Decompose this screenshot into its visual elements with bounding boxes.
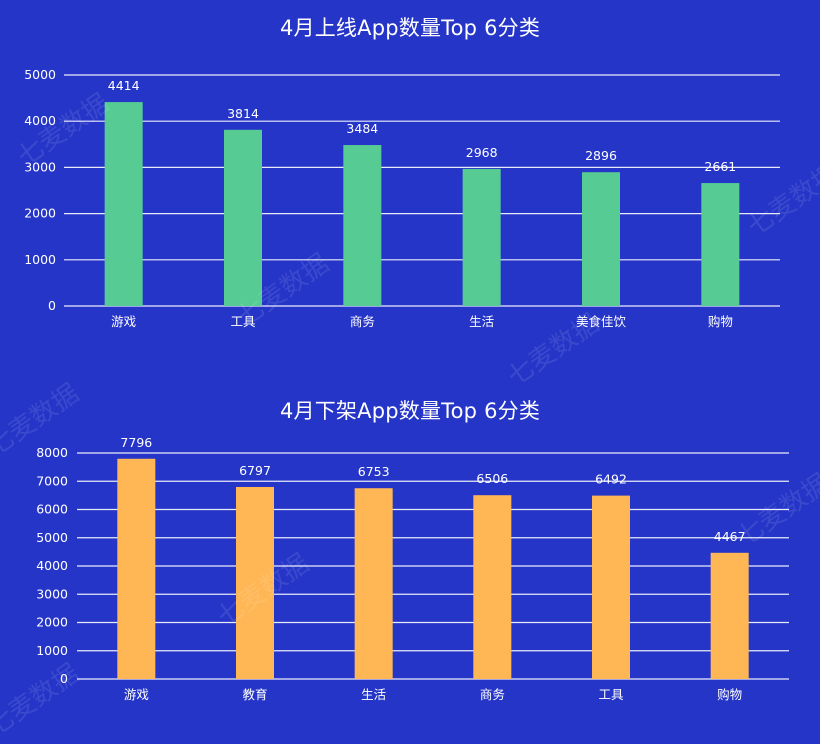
x-category-label: 购物 [708, 314, 733, 329]
y-tick-label: 5000 [24, 67, 56, 82]
x-category-label: 生活 [361, 687, 386, 702]
bar [343, 145, 382, 306]
bar [592, 495, 630, 679]
x-category-label: 教育 [242, 687, 267, 702]
y-tick-label: 2000 [36, 615, 68, 630]
x-category-label: 游戏 [124, 687, 149, 702]
bar [710, 552, 749, 679]
data-label: 4467 [714, 529, 746, 544]
data-label: 4414 [108, 78, 140, 93]
data-label: 6797 [239, 463, 271, 478]
x-category-label: 购物 [717, 687, 742, 702]
bar-chart-top: 0 1000 2000 3000 4000 5000 4414 游戏 3814 工具 3484 商务 2… [24, 67, 780, 329]
data-label: 3484 [346, 121, 378, 136]
bar [701, 183, 740, 306]
y-tick-label: 3000 [24, 159, 56, 174]
bar [473, 495, 512, 679]
data-label: 2968 [466, 145, 498, 160]
y-tick-label: 2000 [24, 206, 56, 221]
data-label: 6753 [358, 464, 390, 479]
y-tick-label: 1000 [24, 252, 56, 267]
y-tick-label: 5000 [36, 530, 68, 545]
bar-chart-bottom: 0 1000 2000 3000 4000 5000 6000 7000 8000 7796 游戏 6… [36, 435, 789, 702]
x-category-label: 工具 [230, 314, 256, 329]
x-category-label: 商务 [480, 687, 505, 702]
y-tick-label: 7000 [36, 473, 68, 488]
bar [224, 129, 262, 306]
chart-title-top: 4月上线App数量Top 6分类 [279, 16, 541, 40]
y-tick-label: 3000 [36, 586, 68, 601]
y-tick-label: 6000 [36, 502, 68, 517]
y-tick-label: 4000 [24, 113, 56, 128]
bar [236, 486, 274, 679]
bar [117, 458, 156, 679]
y-tick-label: 0 [60, 671, 68, 686]
data-label: 2896 [585, 148, 617, 163]
data-label: 7796 [120, 435, 152, 450]
data-label: 6492 [595, 472, 627, 487]
x-category-label: 生活 [469, 314, 494, 329]
y-tick-label: 8000 [36, 445, 68, 460]
data-label: 2661 [704, 159, 736, 174]
x-category-label: 美食佳饮 [576, 314, 627, 329]
y-tick-label: 0 [48, 298, 56, 313]
x-category-label: 商务 [350, 314, 375, 329]
y-tick-label: 1000 [36, 643, 68, 658]
data-label: 6506 [476, 471, 508, 486]
y-tick-label: 4000 [36, 558, 68, 573]
x-category-label: 游戏 [111, 314, 136, 329]
data-label: 3814 [227, 106, 259, 121]
bar [462, 168, 501, 306]
x-category-label: 工具 [598, 687, 624, 702]
bar [354, 488, 393, 679]
bar [582, 172, 620, 306]
bar [104, 102, 143, 306]
chart-title-bottom: 4月下架App数量Top 6分类 [279, 399, 541, 423]
